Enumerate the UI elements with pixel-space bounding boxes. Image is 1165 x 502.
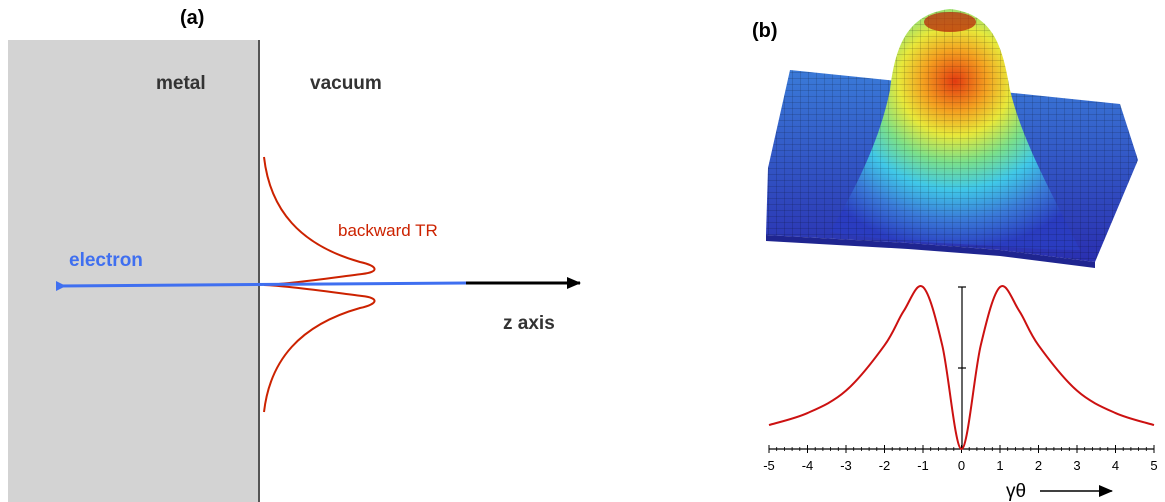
x-ticks: -5 -4 -3 -2 -1 0 1 2 3 4 5	[763, 445, 1158, 473]
x-tick-label: 3	[1073, 458, 1080, 473]
backward-tr-label: backward TR	[338, 221, 438, 240]
x-tick-label: -5	[763, 458, 775, 473]
metal-region	[8, 40, 259, 502]
x-axis-label: γθ	[1006, 481, 1026, 502]
x-tick-label: -4	[802, 458, 814, 473]
x-tick-label: 4	[1112, 458, 1119, 473]
x-tick-label: -1	[917, 458, 929, 473]
x-tick-label: -3	[840, 458, 852, 473]
electron-arrow	[55, 281, 467, 292]
electron-label: electron	[69, 250, 143, 271]
profile-plot: -5 -4 -3 -2 -1 0 1 2 3 4 5 γθ	[763, 284, 1158, 502]
surface-plot-3d	[766, 9, 1138, 268]
surface-peak-mesh	[830, 9, 1080, 250]
panel-a-label: (a)	[180, 7, 204, 29]
x-tick-label: 0	[958, 458, 965, 473]
surface-front-edge	[766, 235, 1095, 268]
x-tick-label: 1	[996, 458, 1003, 473]
surface-crater	[924, 12, 976, 32]
x-tick-label: 2	[1035, 458, 1042, 473]
vacuum-label: vacuum	[310, 73, 382, 94]
metal-label: metal	[156, 73, 206, 94]
x-tick-label: -2	[879, 458, 891, 473]
panel-b: (b) -5 -4 -3 -2 -1 0 1 2 3 4 5 γθ	[752, 9, 1158, 502]
panel-a: (a) metal vacuum backward TR z axis elec…	[8, 7, 581, 502]
z-axis-label: z axis	[503, 313, 555, 334]
panel-b-label: (b)	[752, 20, 778, 42]
profile-curve	[768, 284, 1155, 451]
x-tick-label: 5	[1150, 458, 1157, 473]
